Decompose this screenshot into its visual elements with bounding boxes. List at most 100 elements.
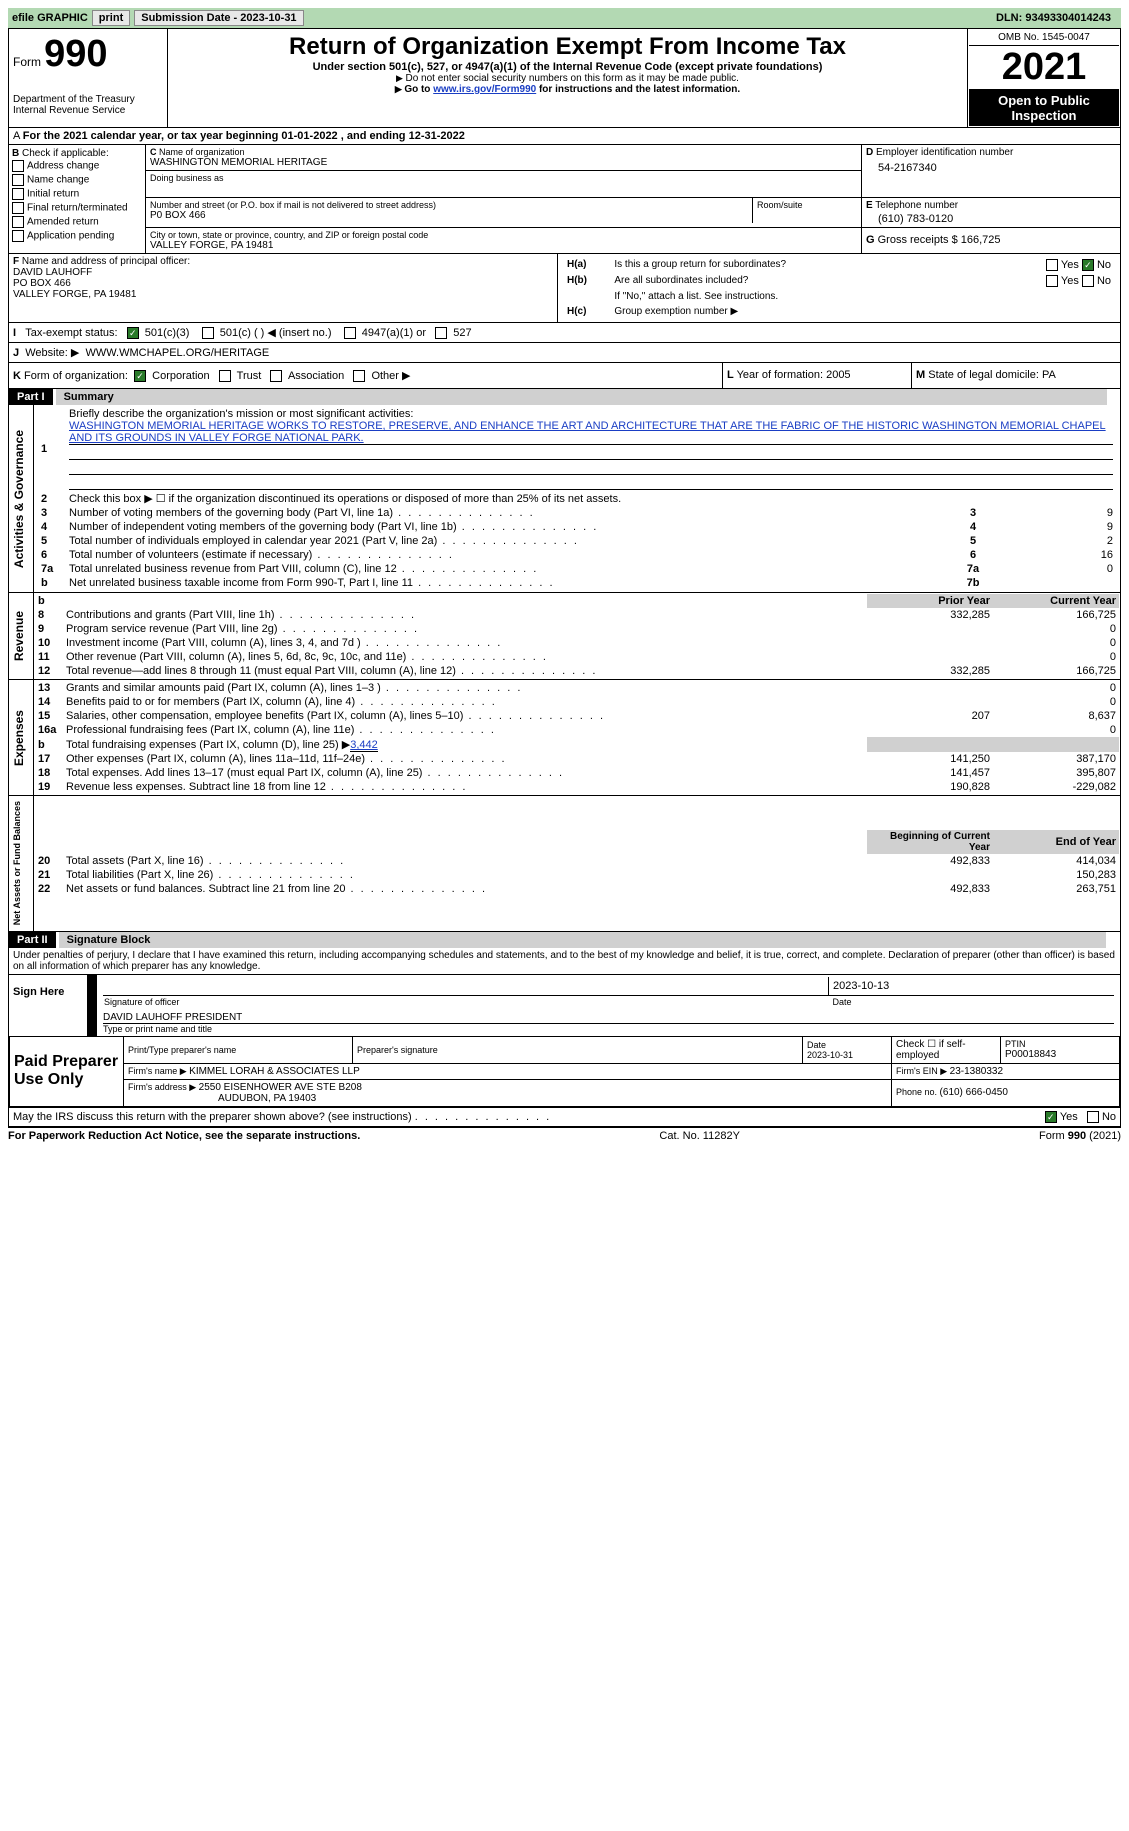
submission-date: Submission Date - 2023-10-31 (134, 10, 303, 26)
street-label: Number and street (or P.O. box if mail i… (150, 200, 748, 210)
ha-label: Is this a group return for subordinates? (613, 258, 971, 272)
summary-row: 3Number of voting members of the governi… (38, 506, 1116, 520)
hb-label: Are all subordinates included? (613, 274, 971, 288)
ein: 54-2167340 (866, 158, 1116, 174)
chk-name-change[interactable] (12, 174, 24, 186)
chk-527[interactable] (435, 327, 447, 339)
firm-addr1: 2550 EISENHOWER AVE STE B208 (199, 1082, 362, 1093)
chk-amended[interactable] (12, 216, 24, 228)
chk-initial-return[interactable] (12, 188, 24, 200)
sig-officer-lbl: Signature of officer (103, 995, 829, 1008)
subtitle-1: Under section 501(c), 527, or 4947(a)(1)… (172, 61, 963, 73)
l2: Check this box ▶ ☐ if the organization d… (66, 491, 1116, 506)
dept-label: Department of the Treasury Internal Reve… (13, 94, 163, 116)
irs-link[interactable]: www.irs.gov/Form990 (433, 84, 536, 95)
declaration: Under penalties of perjury, I declare th… (9, 948, 1120, 975)
print-button[interactable]: print (92, 10, 130, 26)
officer-addr2: VALLEY FORGE, PA 19481 (13, 289, 553, 300)
summary-row: 22Net assets or fund balances. Subtract … (35, 882, 1119, 896)
subtitle-2: Do not enter social security numbers on … (405, 73, 738, 84)
hb-no[interactable] (1082, 275, 1094, 287)
dln: DLN: 93493304014243 (996, 12, 1117, 24)
form-label: Form (13, 55, 41, 69)
telephone: (610) 783-0120 (866, 211, 1116, 225)
efile-label: efile GRAPHIC (12, 12, 88, 24)
e-label: Telephone number (875, 200, 958, 211)
ptin: P00018843 (1005, 1049, 1115, 1060)
i-label: Tax-exempt status: (25, 327, 117, 339)
summary-row: 7aTotal unrelated business revenue from … (38, 562, 1116, 576)
chk-app-pending[interactable] (12, 230, 24, 242)
return-title: Return of Organization Exempt From Incom… (172, 33, 963, 61)
part1-title: Summary (56, 389, 1107, 405)
chk-501c[interactable] (202, 327, 214, 339)
summary-row: 16aProfessional fundraising fees (Part I… (35, 723, 1119, 737)
summary-row: 18Total expenses. Add lines 13–17 (must … (35, 766, 1119, 780)
firm-phone: (610) 666-0450 (940, 1087, 1008, 1098)
col-prior: Prior Year (867, 594, 993, 608)
chk-address-change[interactable] (12, 160, 24, 172)
sign-here: Sign Here (9, 975, 87, 1010)
hb-yes[interactable] (1046, 275, 1058, 287)
vlabel-net: Net Assets or Fund Balances (10, 797, 24, 929)
chk-trust[interactable] (219, 370, 231, 382)
tax-period: A For the 2021 calendar year, or tax yea… (8, 128, 1121, 145)
officer-name: DAVID LAUHOFF (13, 267, 553, 278)
summary-row: 21Total liabilities (Part X, line 26)150… (35, 868, 1119, 882)
firm-addr2: AUDUBON, PA 19403 (218, 1093, 316, 1104)
omb-number: OMB No. 1545-0047 (969, 30, 1119, 46)
org-name: WASHINGTON MEMORIAL HERITAGE (150, 157, 857, 168)
vlabel-expenses: Expenses (10, 706, 28, 770)
gross-receipts: 166,725 (961, 234, 1001, 246)
state-domicile: PA (1042, 369, 1056, 381)
discuss-yes[interactable] (1045, 1111, 1057, 1123)
b-checklist: Address change Name change Initial retur… (12, 159, 142, 243)
firm-ein: 23-1380332 (950, 1066, 1003, 1077)
summary-row: 4Number of independent voting members of… (38, 520, 1116, 534)
chk-assoc[interactable] (270, 370, 282, 382)
chk-4947[interactable] (344, 327, 356, 339)
part2-title: Signature Block (59, 932, 1106, 948)
g-label: Gross receipts $ (878, 234, 961, 246)
discuss-no[interactable] (1087, 1111, 1099, 1123)
summary-row: 9Program service revenue (Part VIII, lin… (35, 622, 1119, 636)
room-label: Room/suite (757, 200, 857, 210)
summary-row: 5Total number of individuals employed in… (38, 534, 1116, 548)
sig-date: 2023-10-13 (829, 977, 1115, 996)
klm-block: K Form of organization: Corporation Trus… (8, 363, 1121, 389)
paid-preparer: Paid Preparer Use Only Print/Type prepar… (9, 1036, 1120, 1107)
officer-block: F Name and address of principal officer:… (8, 254, 1121, 323)
l-label: Year of formation: (737, 369, 826, 381)
chk-corp[interactable] (134, 370, 146, 382)
form-header: Form 990 Department of the Treasury Inte… (8, 28, 1121, 128)
summary-row: 12Total revenue—add lines 8 through 11 (… (35, 664, 1119, 678)
ha-no[interactable] (1082, 259, 1094, 271)
officer-addr1: PO BOX 466 (13, 278, 553, 289)
chk-501c3[interactable] (127, 327, 139, 339)
hc-label: Group exemption number ▶ (613, 305, 1112, 318)
m-label: State of legal domicile: (928, 369, 1042, 381)
year-formation: 2005 (826, 369, 850, 381)
part2: Part II Signature Block Under penalties … (8, 932, 1121, 1127)
b-label: Check if applicable: (22, 148, 109, 159)
pra-notice: For Paperwork Reduction Act Notice, see … (8, 1130, 360, 1142)
chk-final-return[interactable] (12, 202, 24, 214)
chk-other[interactable] (353, 370, 365, 382)
col-end: End of Year (993, 830, 1119, 854)
form-number: 990 (44, 33, 107, 75)
col-current: Current Year (993, 594, 1119, 608)
summary-row: 20Total assets (Part X, line 16)492,8334… (35, 854, 1119, 868)
firm-name: KIMMEL LORAH & ASSOCIATES LLP (189, 1066, 360, 1077)
j-label: Website: ▶ (25, 347, 79, 359)
ha-yes[interactable] (1046, 259, 1058, 271)
vlabel-revenue: Revenue (10, 607, 28, 665)
summary-row: 11Other revenue (Part VIII, column (A), … (35, 650, 1119, 664)
summary-row: 8Contributions and grants (Part VIII, li… (35, 608, 1119, 622)
prep-date: 2023-10-31 (807, 1050, 853, 1060)
open-inspection: Open to Public Inspection (969, 90, 1119, 126)
part1-header: Part I (9, 389, 53, 405)
col-begin: Beginning of Current Year (867, 830, 993, 854)
city: VALLEY FORGE, PA 19481 (150, 240, 857, 251)
part1: Part I Summary Activities & Governance 1… (8, 389, 1121, 931)
vlabel-activities: Activities & Governance (10, 426, 28, 572)
